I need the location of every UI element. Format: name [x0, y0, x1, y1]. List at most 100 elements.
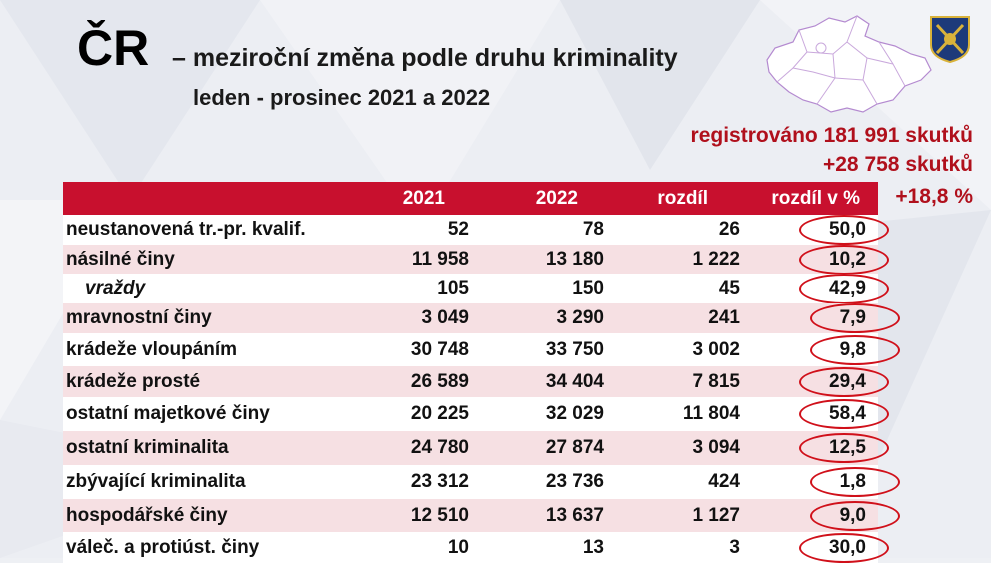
row-value-2022: 32 029 — [475, 397, 610, 431]
row-difference-percent-cell: 50,0 — [746, 215, 890, 245]
row-value-2021: 24 780 — [363, 431, 475, 465]
table-header-row: 2021 2022 rozdíl rozdíl v % — [63, 182, 878, 215]
table-row: váleč. a protiúst. činy 10 13 3 30,0 — [63, 532, 890, 563]
percent-highlight: 58,4 — [799, 399, 890, 429]
row-category: krádeže prosté — [63, 366, 363, 397]
row-value-2022: 13 180 — [475, 245, 610, 274]
row-value-2022: 150 — [475, 274, 610, 303]
row-value-2021: 23 312 — [363, 465, 475, 499]
row-category: ostatní kriminalita — [63, 431, 363, 465]
header-2021: 2021 — [363, 182, 475, 215]
row-category: násilné činy — [63, 245, 363, 274]
row-difference: 26 — [610, 215, 746, 245]
row-difference-percent-cell: 42,9 — [746, 273, 890, 304]
page-title-description: – meziroční změna podle druhu kriminalit… — [172, 44, 678, 72]
highlight-ring-icon — [799, 244, 890, 275]
row-difference: 45 — [610, 274, 746, 303]
row-category: krádeže vloupáním — [63, 333, 363, 366]
row-value-2022: 33 750 — [475, 333, 610, 366]
police-emblem-icon — [930, 16, 970, 63]
row-difference: 1 222 — [610, 245, 746, 274]
table-row: neustanovená tr.-pr. kvalif. 52 78 26 50,0 — [63, 215, 890, 245]
table-row: násilné činy 11 958 13 180 1 222 10,2 — [63, 244, 890, 275]
row-category: váleč. a protiúst. činy — [63, 532, 363, 563]
row-value-2022: 3 290 — [475, 303, 610, 333]
percent-highlight: 50,0 — [799, 215, 890, 245]
header-category — [63, 182, 363, 215]
row-value-2022: 13 637 — [475, 499, 610, 532]
row-difference-percent-cell: 30,0 — [746, 532, 890, 563]
row-difference: 3 094 — [610, 431, 746, 465]
row-category: zbývající kriminalita — [63, 465, 363, 499]
percent-highlight: 7,9 — [809, 303, 900, 333]
header-2022: 2022 — [475, 182, 610, 215]
percent-highlight: 9,0 — [809, 500, 900, 531]
highlight-ring-icon — [799, 366, 890, 397]
percent-highlight: 12,5 — [799, 433, 890, 463]
highlight-ring-icon — [799, 399, 890, 429]
row-value-2021: 3 049 — [363, 303, 475, 333]
row-value-2021: 26 589 — [363, 366, 475, 397]
row-value-2021: 105 — [363, 274, 475, 303]
table-row: zbývající kriminalita 23 312 23 736 424 1,8 — [63, 465, 900, 499]
absolute-change: +28 758 skutků — [822, 153, 973, 176]
percent-highlight: 1,8 — [809, 467, 900, 497]
row-value-2021: 11 958 — [363, 245, 475, 274]
row-difference: 11 804 — [610, 397, 746, 431]
highlight-ring-icon — [799, 215, 890, 245]
row-difference: 424 — [610, 465, 746, 499]
percent-change: +18,8 % — [895, 185, 973, 208]
row-value-2022: 34 404 — [475, 366, 610, 397]
row-value-2021: 20 225 — [363, 397, 475, 431]
table-body: neustanovená tr.-pr. kvalif. 52 78 26 50,0 ná… — [63, 215, 900, 563]
highlight-ring-icon — [809, 467, 900, 497]
row-difference: 3 002 — [610, 333, 746, 366]
row-difference-percent-cell: 9,0 — [746, 499, 900, 532]
row-difference: 7 815 — [610, 366, 746, 397]
row-difference-percent-cell: 10,2 — [746, 244, 890, 275]
row-value-2022: 23 736 — [475, 465, 610, 499]
percent-highlight: 10,2 — [799, 244, 890, 275]
row-category: ostatní majetkové činy — [63, 397, 363, 431]
registered-total: registrováno 181 991 skutků — [690, 124, 973, 147]
row-value-2021: 12 510 — [363, 499, 475, 532]
table-row: mravnostní činy 3 049 3 290 241 7,9 — [63, 303, 900, 333]
table-row: ostatní kriminalita 24 780 27 874 3 094 12,5 — [63, 431, 890, 465]
row-category: neustanovená tr.-pr. kvalif. — [63, 215, 363, 245]
highlight-ring-icon — [809, 303, 900, 333]
row-difference-percent-cell: 12,5 — [746, 431, 890, 465]
header-difference: rozdíl — [610, 182, 746, 215]
row-difference-percent-cell: 7,9 — [746, 303, 900, 333]
row-value-2022: 27 874 — [475, 431, 610, 465]
czech-regions-map-icon — [766, 15, 932, 113]
table-row: krádeže prosté 26 589 34 404 7 815 29,4 — [63, 366, 890, 397]
row-category: vraždy — [63, 274, 363, 303]
percent-highlight: 30,0 — [799, 532, 890, 563]
row-difference: 1 127 — [610, 499, 746, 532]
row-value-2021: 52 — [363, 215, 475, 245]
row-category: hospodářské činy — [63, 499, 363, 532]
highlight-ring-icon — [809, 334, 900, 365]
highlight-ring-icon — [799, 273, 890, 304]
row-category: mravnostní činy — [63, 303, 363, 333]
row-difference-percent-cell: 1,8 — [746, 465, 900, 499]
row-difference-percent-cell: 9,8 — [746, 333, 900, 366]
highlight-ring-icon — [809, 500, 900, 531]
crime-table: 2021 2022 rozdíl rozdíl v % neustanovená… — [63, 182, 900, 563]
row-difference-percent-cell: 29,4 — [746, 366, 890, 397]
header-difference-percent: rozdíl v % — [746, 182, 878, 215]
table-row: hospodářské činy 12 510 13 637 1 127 9,0 — [63, 499, 900, 532]
highlight-ring-icon — [799, 433, 890, 463]
row-value-2021: 10 — [363, 532, 475, 563]
table-row: vraždy 105 150 45 42,9 — [63, 273, 890, 304]
period-subtitle: leden - prosinec 2021 a 2022 — [193, 85, 491, 110]
table-row: krádeže vloupáním 30 748 33 750 3 002 9,8 — [63, 333, 900, 366]
percent-highlight: 42,9 — [799, 273, 890, 304]
percent-highlight: 9,8 — [809, 334, 900, 365]
highlight-ring-icon — [799, 532, 890, 563]
percent-highlight: 29,4 — [799, 366, 890, 397]
row-value-2021: 30 748 — [363, 333, 475, 366]
row-difference: 3 — [610, 532, 746, 563]
row-difference: 241 — [610, 303, 746, 333]
row-value-2022: 13 — [475, 532, 610, 563]
